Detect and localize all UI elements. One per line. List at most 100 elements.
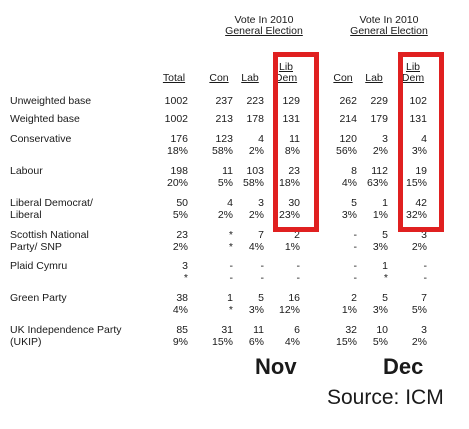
row-label: Green Party bbox=[10, 292, 67, 304]
cell-value: 5% bbox=[217, 177, 233, 189]
row-label-line: (UKIP) bbox=[10, 336, 42, 348]
cell: 3 2% bbox=[387, 229, 427, 253]
column-header-6: Lib Dem bbox=[393, 62, 433, 84]
cell: 229 bbox=[348, 95, 388, 107]
cell-value: 15% bbox=[211, 336, 233, 348]
cell-value: 15% bbox=[335, 336, 357, 348]
cell: 3 2% bbox=[387, 324, 427, 348]
cell: 1 * bbox=[193, 292, 233, 316]
cell-value: - bbox=[353, 241, 358, 253]
cell-value: - bbox=[229, 260, 234, 272]
row-label-line: Liberal bbox=[10, 209, 42, 221]
cell-value: * bbox=[228, 241, 233, 253]
cell: 10 5% bbox=[348, 324, 388, 348]
cell: 123 58% bbox=[193, 133, 233, 157]
column-header-line: Dem bbox=[274, 72, 298, 84]
cell-value: - bbox=[423, 272, 428, 284]
cell: 3 2% bbox=[224, 197, 264, 221]
cell-value: 5 bbox=[382, 229, 388, 241]
cell-value: - bbox=[296, 260, 301, 272]
cell-value: 178 bbox=[246, 113, 264, 125]
cell-value: 5% bbox=[411, 304, 427, 316]
cell: -- bbox=[193, 260, 234, 284]
cell: 1 * bbox=[348, 260, 388, 284]
column-header-4: Con bbox=[323, 73, 363, 84]
cell-value: 11 bbox=[222, 165, 233, 177]
cell-value: 3 bbox=[382, 133, 388, 145]
cell-value: - bbox=[260, 260, 265, 272]
row-label: Unweighted base bbox=[10, 95, 91, 107]
cell-value: 18% bbox=[166, 145, 188, 157]
cell-value: 42 bbox=[415, 197, 427, 209]
cell-value: 9% bbox=[172, 336, 188, 348]
highlight-box-dec bbox=[398, 52, 444, 232]
row-label-line: Plaid Cymru bbox=[10, 260, 68, 272]
cell: -- bbox=[317, 229, 358, 253]
cell-value: 262 bbox=[339, 95, 357, 107]
cell: 112 63% bbox=[348, 165, 388, 189]
cell: 2 1% bbox=[260, 229, 300, 253]
group-header-dec: Vote In 2010 General Election bbox=[335, 15, 443, 37]
row-label: UK Independence Party (UKIP) bbox=[10, 324, 122, 348]
cell-value: - bbox=[353, 272, 358, 284]
cell-value: 5 bbox=[258, 292, 264, 304]
cell: 1002 bbox=[148, 113, 188, 125]
cell-value: 214 bbox=[339, 113, 357, 125]
cell-value: 4% bbox=[248, 241, 264, 253]
cell: -- bbox=[387, 260, 428, 284]
cell-value: 103 bbox=[246, 165, 264, 177]
cell-value: 1 bbox=[382, 197, 388, 209]
cell-value: 4% bbox=[172, 304, 188, 316]
cell-value: 102 bbox=[409, 95, 427, 107]
column-header-line: Con bbox=[209, 72, 229, 84]
column-header-3: Lib Dem bbox=[266, 62, 306, 84]
cell: 102 bbox=[387, 95, 427, 107]
cell: 23 18% bbox=[260, 165, 300, 189]
cell: 6 4% bbox=[260, 324, 300, 348]
cell-value: - bbox=[260, 272, 265, 284]
cell-value: - bbox=[423, 260, 428, 272]
cell-value: 5 bbox=[382, 292, 388, 304]
column-header-5: Lab bbox=[354, 73, 394, 84]
cell: 5 3% bbox=[348, 229, 388, 253]
cell-value: 2% bbox=[411, 241, 427, 253]
cell-value: - bbox=[353, 229, 358, 241]
cell-value: 58% bbox=[211, 145, 233, 157]
cell-value: 7 bbox=[421, 292, 427, 304]
row-label-line: Weighted base bbox=[10, 113, 80, 125]
cell-value: 3 bbox=[421, 324, 427, 336]
cell-value: 4% bbox=[284, 336, 300, 348]
cell-value: 5% bbox=[372, 336, 388, 348]
cell-value: 3 bbox=[182, 260, 188, 272]
column-header-line: Con bbox=[333, 72, 353, 84]
cell: 131 bbox=[260, 113, 300, 125]
cell: 179 bbox=[348, 113, 388, 125]
cell: 8 4% bbox=[317, 165, 357, 189]
cell: 11 6% bbox=[224, 324, 264, 348]
cell-value: 50 bbox=[176, 197, 188, 209]
cell-value: 11 bbox=[253, 324, 264, 336]
cell: 38 4% bbox=[148, 292, 188, 316]
cell: 131 bbox=[387, 113, 427, 125]
cell-value: 213 bbox=[215, 113, 233, 125]
cell: 129 bbox=[260, 95, 300, 107]
row-label-line: UK Independence Party bbox=[10, 324, 122, 336]
cell-value: 7 bbox=[258, 229, 264, 241]
cell-value: 85 bbox=[176, 324, 188, 336]
cell-value: 5 bbox=[351, 197, 357, 209]
row-label: Liberal Democrat/Liberal bbox=[10, 197, 93, 221]
cell-value: * bbox=[228, 304, 233, 316]
cell-value: - bbox=[296, 272, 301, 284]
cell-value: 1% bbox=[372, 209, 388, 221]
cell-value: 12% bbox=[278, 304, 300, 316]
cell-value: 10 bbox=[376, 324, 388, 336]
row-label-line: Unweighted base bbox=[10, 95, 92, 107]
cell: 2 1% bbox=[317, 292, 357, 316]
column-header-line: Lib bbox=[278, 61, 293, 73]
cell-value: 1 bbox=[382, 260, 388, 272]
cell-value: 2 bbox=[294, 229, 300, 241]
cell-value: 1% bbox=[284, 241, 300, 253]
cell: 213 bbox=[193, 113, 233, 125]
cell: 11 5% bbox=[193, 165, 233, 189]
cell-value: 2% bbox=[372, 145, 388, 157]
